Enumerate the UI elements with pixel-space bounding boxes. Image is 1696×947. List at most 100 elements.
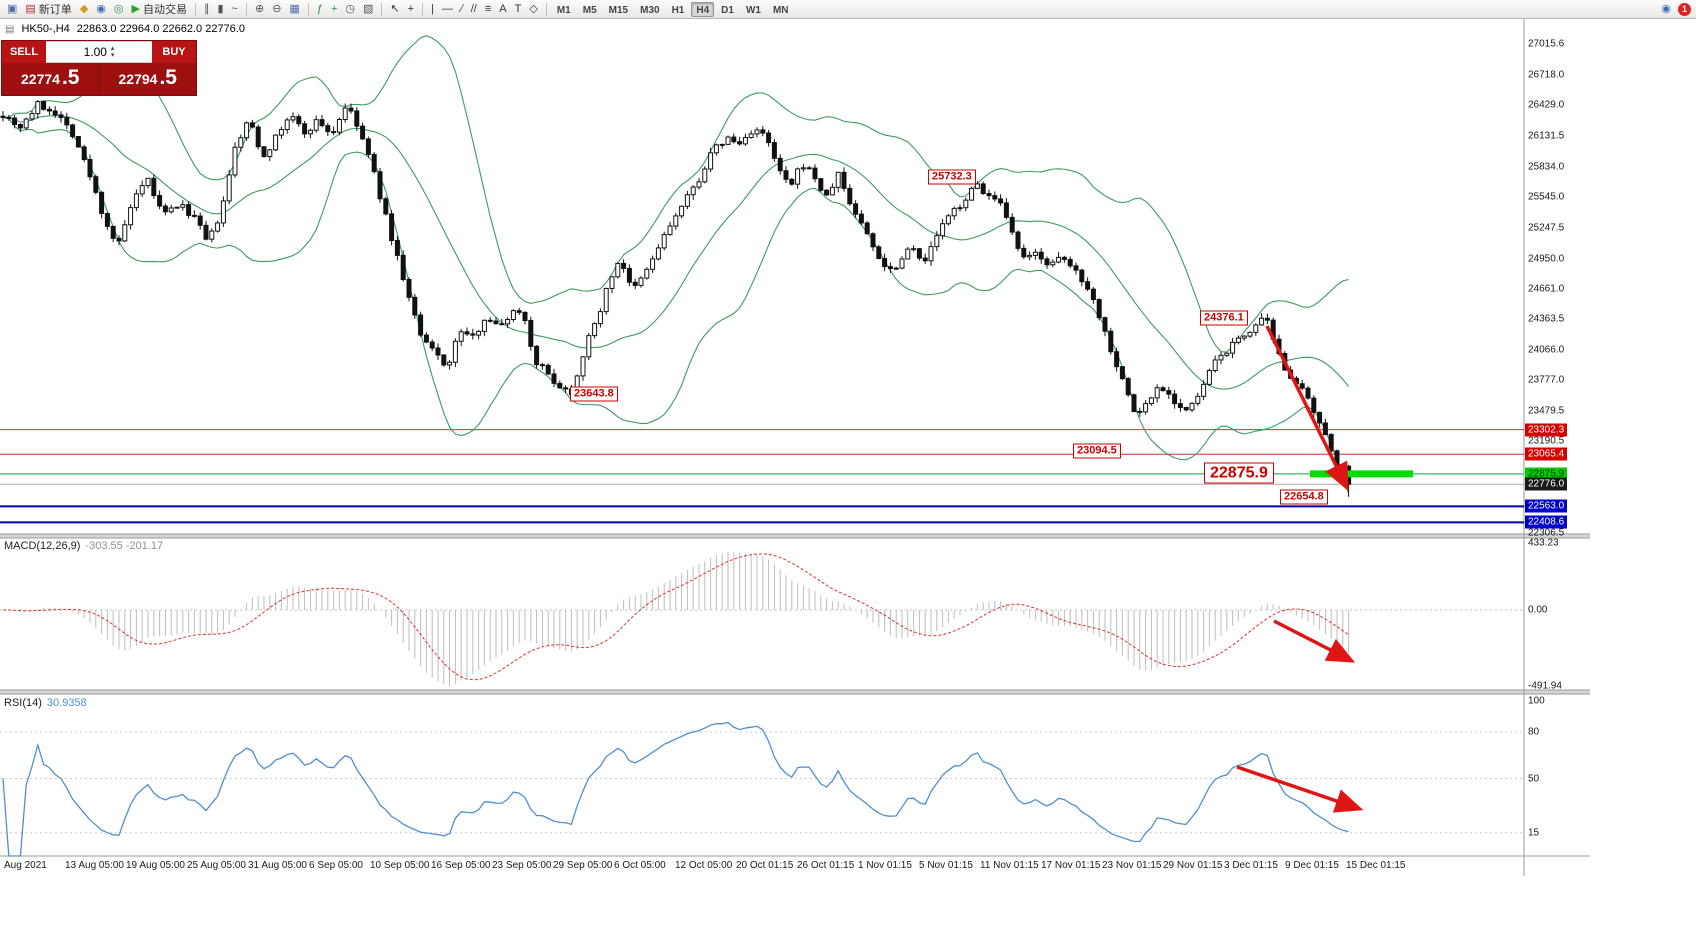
shapes-icon: ◇ [529, 2, 538, 15]
new-order-button[interactable]: ▤ 新订单 [22, 1, 74, 18]
candlestick-chart-icon: ▮ [217, 2, 224, 15]
template-icon: ▧ [362, 2, 374, 15]
timeframe-button-m15[interactable]: M15 [608, 4, 629, 16]
macd-histogram [8, 551, 1350, 686]
volume-value: 1.00 [83, 45, 107, 59]
sell-button[interactable]: SELL [2, 41, 46, 63]
crosshair-icon[interactable]: + [405, 1, 417, 18]
toolbar-separator [422, 2, 424, 16]
bar-chart-icon[interactable]: ∥ [201, 1, 213, 18]
candles-layer [0, 99, 1352, 497]
timeframe-button-m30[interactable]: M30 [640, 4, 660, 16]
symbol-period-label: HK50-,H4 [21, 23, 70, 35]
fibonacci-icon: ≡ [484, 2, 492, 15]
indicators-icon: ƒ [316, 2, 323, 15]
new-order-button: ▤ [25, 2, 36, 15]
cursor-icon: ↖ [390, 2, 400, 15]
text-label-icon[interactable]: T [512, 1, 525, 18]
shapes-icon[interactable]: ◇ [526, 1, 540, 18]
volume-up-button[interactable]: ▴ [110, 45, 115, 52]
trendline-icon[interactable]: ∕ [458, 1, 466, 18]
zoom-in-icon[interactable]: ⊕ [252, 1, 267, 18]
hline-icon: — [441, 2, 453, 15]
toolbar-separator [381, 2, 383, 16]
sell-price-frac: .5 [61, 66, 80, 89]
line-chart-icon[interactable]: ~ [229, 1, 241, 18]
volume-input[interactable]: 1.00 ▴ ▾ [46, 41, 152, 63]
bollinger-bands [2, 35, 1350, 494]
timeframe-button-h1[interactable]: H1 [671, 4, 685, 16]
toolbar-separator [245, 2, 247, 16]
buy-button[interactable]: BUY [152, 41, 196, 63]
timeframe-button-mn[interactable]: MN [772, 4, 789, 16]
candlestick-chart-icon[interactable]: ▮ [214, 1, 226, 18]
text-icon[interactable]: A [496, 1, 509, 18]
period-icon: ◷ [345, 2, 355, 15]
tile-windows-icon[interactable]: ▦ [286, 1, 302, 18]
toolbar-separator [545, 2, 547, 16]
favorites-icon[interactable]: ◆ [77, 1, 91, 18]
crosshair-icon: + [407, 2, 415, 15]
time-axis[interactable] [0, 857, 1524, 875]
auto-trading-button: ▶ [131, 2, 140, 15]
add-indicator-icon: + [330, 2, 338, 15]
bar-chart-icon: ∥ [203, 2, 210, 15]
profile-icon[interactable]: ◉ [93, 1, 109, 18]
rsi-indicator-label: RSI(14) 30.9358 [4, 697, 87, 709]
macd-signal-line [2, 553, 1349, 681]
new-order-button-label: 新订单 [38, 4, 72, 16]
period-icon[interactable]: ◷ [342, 1, 358, 18]
channel-icon[interactable]: // [468, 1, 480, 18]
timeframe-button-m5[interactable]: M5 [582, 4, 597, 16]
macd-indicator-label: MACD(12,26,9) -303.55 -201.17 [4, 540, 164, 552]
template-icon[interactable]: ▧ [360, 1, 376, 18]
community-icon[interactable]: ◉ [1658, 1, 1674, 18]
notification-badge[interactable]: 1 [1678, 2, 1691, 16]
fibonacci-icon[interactable]: ≡ [482, 1, 494, 18]
buy-price-button[interactable]: 22794 .5 [99, 63, 196, 95]
one-click-trading-panel: SELL 1.00 ▴ ▾ BUY 22774 .5 22794 .5 [1, 40, 197, 96]
auto-trading-button-label: 自动交易 [142, 4, 187, 16]
sell-price-main: 22774 [21, 71, 60, 87]
toolbar-separator [194, 2, 196, 16]
trend-arrows [1236, 325, 1364, 813]
main-toolbar: ▣ ▤ 新订单 ◆ ◉ ◎ ▶ 自动交易 ∥ ▮ ~ ⊕ ⊖ ▦ ƒ + ◷ ▧ ↖ + | — ∕ // ≡ A T ◇ M1 M5 M1… [0, 0, 1696, 19]
profile-icon: ◉ [96, 2, 106, 15]
zoom-in-icon: ⊕ [254, 2, 265, 15]
timeframe-button-w1[interactable]: W1 [745, 4, 761, 16]
indicators-icon[interactable]: ƒ [314, 1, 326, 18]
cursor-icon[interactable]: ↖ [387, 1, 402, 18]
timeframe-button-h4[interactable]: H4 [691, 1, 715, 17]
rsi-line [2, 721, 1349, 857]
refresh-icon[interactable]: ◎ [111, 1, 127, 18]
sell-price-button[interactable]: 22774 .5 [2, 63, 99, 95]
zoom-out-icon: ⊖ [272, 2, 282, 15]
horizontal-price-lines [0, 429, 1524, 524]
toolbar-separator [307, 2, 309, 16]
favorites-icon: ◆ [79, 2, 89, 15]
new-chart-icon: ▣ [7, 2, 18, 15]
timeframe-button-d1[interactable]: D1 [721, 4, 734, 16]
hline-icon[interactable]: — [439, 1, 456, 18]
tile-windows-icon: ▦ [289, 2, 300, 15]
timeframe-button-m1[interactable]: M1 [556, 4, 571, 16]
price-axis[interactable] [1524, 19, 1592, 856]
zoom-out-icon[interactable]: ⊖ [269, 1, 284, 18]
buy-price-frac: .5 [159, 66, 177, 89]
auto-trading-button[interactable]: ▶ 自动交易 [129, 1, 190, 18]
vline-icon: | [431, 2, 434, 15]
channel-icon: // [470, 2, 477, 15]
buy-price-main: 22794 [118, 71, 158, 87]
new-chart-icon[interactable]: ▣ [4, 1, 20, 18]
volume-down-button[interactable]: ▾ [110, 52, 115, 59]
add-indicator-icon[interactable]: + [328, 1, 340, 18]
text-icon: A [499, 2, 507, 15]
chart-icon: ▤ [5, 23, 15, 35]
chart-symbol-ohlc: ▤ HK50-,H4 22863.0 22964.0 22662.0 22776… [5, 23, 245, 35]
vline-icon[interactable]: | [428, 1, 437, 18]
panel-frames [0, 19, 1590, 876]
trendline-icon: ∕ [460, 2, 463, 15]
refresh-icon: ◎ [113, 2, 124, 15]
community-icon: ◉ [1661, 2, 1671, 15]
